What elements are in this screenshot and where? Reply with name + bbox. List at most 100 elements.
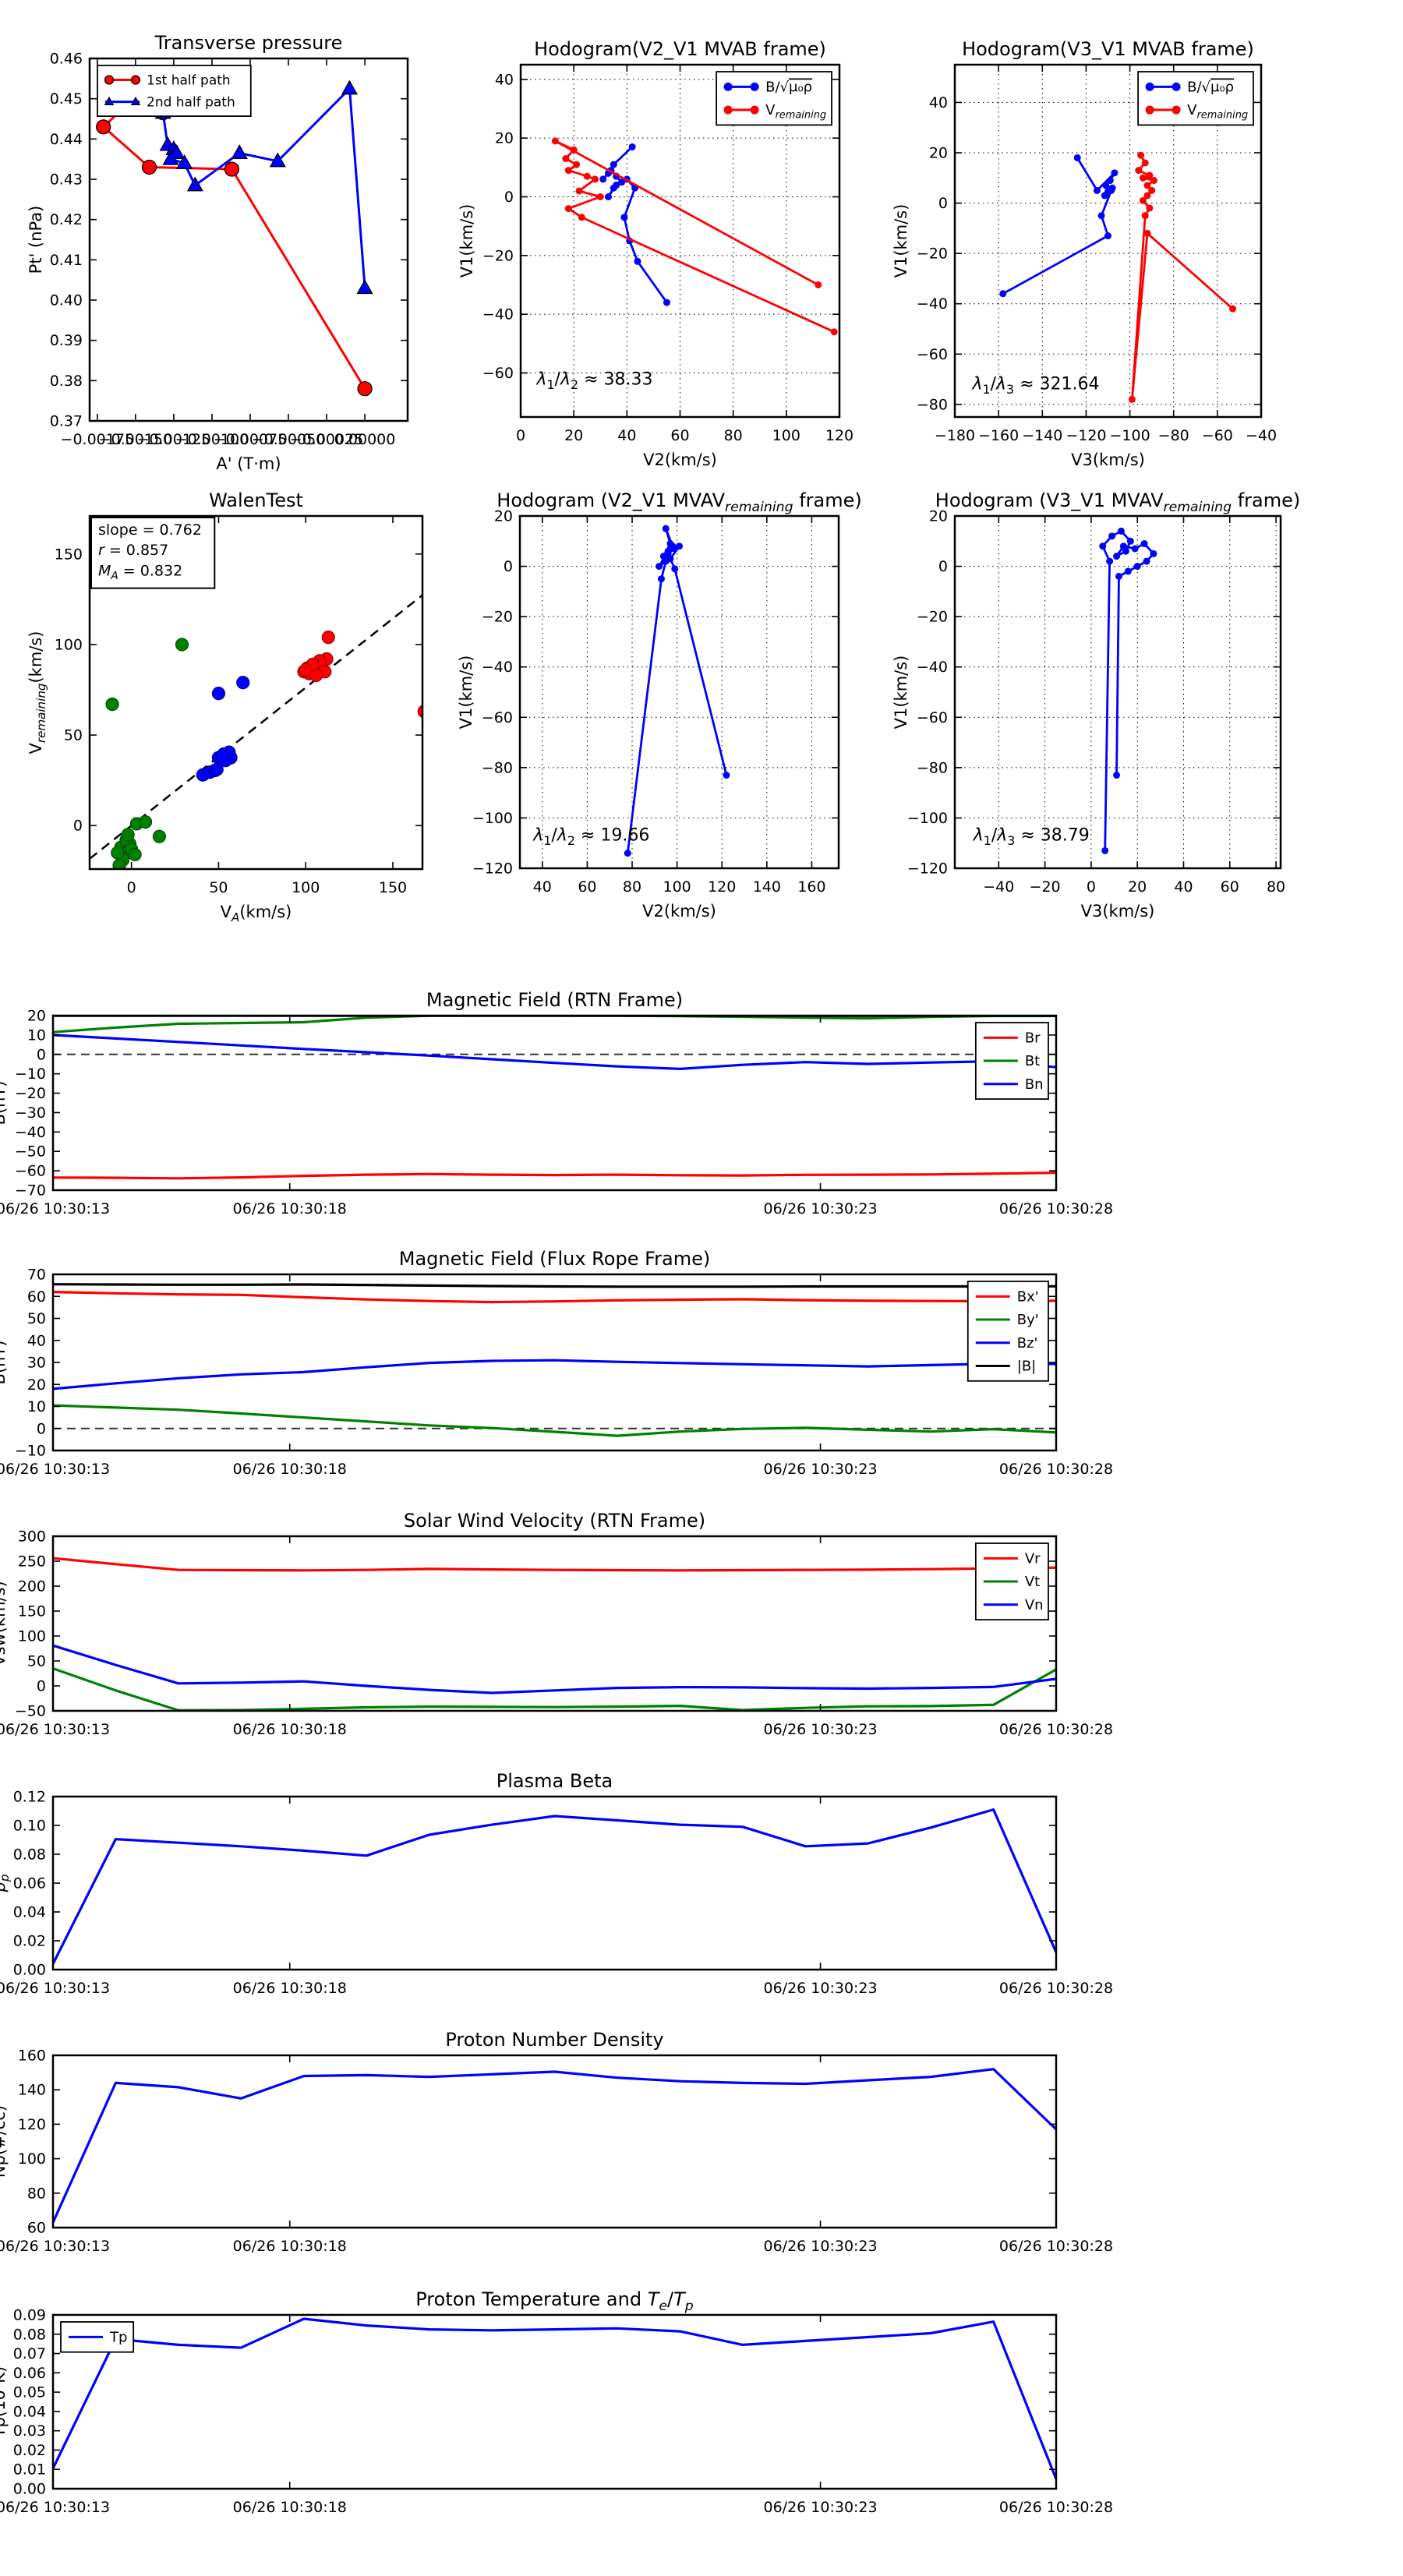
hodogram-v3v1-mvab-ytick-label: 40 xyxy=(929,94,948,111)
proton-temperature-series-tp xyxy=(52,2317,1057,2480)
transverse-pressure-ytick-label: 0.45 xyxy=(50,90,83,108)
hodogram-v3v1-mvab-ytick-label: −20 xyxy=(917,246,948,263)
hodogram-v2v1-mvab-xlabel: V2(km/s) xyxy=(643,451,717,469)
hodogram-v2v1-mvab-annotation: λ1/λ2 ≈ 38.33 xyxy=(535,370,652,392)
hodogram-v2v1-mvav-axes-frame xyxy=(518,514,840,870)
hodogram-v2v1-mvav-ytick-label: −20 xyxy=(482,609,513,626)
magnetic-field-flux-rope-ytick-label: 60 xyxy=(27,1288,46,1306)
hodogram-v2v1-mvav-ytick-label: −60 xyxy=(482,709,513,726)
hodogram-v2v1-mvab-xtick-label: 20 xyxy=(564,427,583,444)
proton-number-density-axes-frame xyxy=(51,2054,1058,2229)
walen-test-xtick-label: 50 xyxy=(209,879,228,896)
magnetic-field-rtn-title: Magnetic Field (RTN Frame) xyxy=(426,989,683,1011)
transverse-pressure-xtick-label: 0.00000 xyxy=(334,431,396,448)
proton-number-density-ylabel: Np(#/cc) xyxy=(0,2105,9,2178)
hodogram-v3v1-mvab-xtick-label: −40 xyxy=(1246,427,1277,444)
transverse-pressure-axes-frame xyxy=(88,57,409,422)
hodogram-v2v1-mvab-xtick-label: 60 xyxy=(670,427,689,444)
magnetic-field-flux-rope-series-by-prime xyxy=(52,1404,1057,1437)
plasma-beta-title: Plasma Beta xyxy=(497,1770,613,1792)
hodogram-v3v1-mvav-ytick-label: 0 xyxy=(938,558,948,575)
hodogram-v2v1-mvav-xtick-label: 80 xyxy=(623,878,641,896)
magnetic-field-rtn-legend-label: Bn xyxy=(1025,1076,1044,1093)
hodogram-v3v1-mvav-ytick-label: 20 xyxy=(929,508,948,525)
hodogram-v2v1-mvab-legend: B/√μ₀ρ Vremaining xyxy=(716,71,832,126)
hodogram-v2v1-mvav-ytick-label: −100 xyxy=(472,810,513,827)
proton-temperature-xtick-label: 06/26 10:30:23 xyxy=(763,2499,877,2516)
hodogram-v3v1-mvab-ytick-label: −60 xyxy=(917,346,948,363)
hodogram-v3v1-mvab-annotation: λ1/λ3 ≈ 321.64 xyxy=(971,374,1099,396)
hodogram-v3v1-mvav-xtick-label: 80 xyxy=(1267,878,1285,896)
magnetic-field-rtn-ytick-label: 20 xyxy=(27,1008,46,1025)
proton-number-density-ytick-label: 60 xyxy=(27,2220,46,2237)
proton-temperature-axes-frame xyxy=(51,2313,1058,2490)
magnetic-field-flux-rope-ytick-label: 10 xyxy=(27,1398,46,1415)
magnetic-field-rtn-ytick-label: −50 xyxy=(15,1143,46,1161)
hodogram-v3v1-mvav-xtick-label: 0 xyxy=(1087,878,1096,896)
walen-test-title: WalenTest xyxy=(209,489,303,511)
hodogram-v2v1-mvab-ytick-label: 20 xyxy=(495,130,514,147)
magnetic-field-flux-rope-series-bz-prime xyxy=(52,1359,1057,1390)
solar-wind-velocity-rtn-ytick-label: 50 xyxy=(27,1653,46,1670)
hodogram-v2v1-mvab-ytick-label: −20 xyxy=(482,247,514,264)
proton-temperature-xtick-label: 06/26 10:30:18 xyxy=(233,2499,347,2516)
magnetic-field-flux-rope-ytick-label: −10 xyxy=(15,1443,46,1460)
proton-number-density-series-np xyxy=(52,2068,1057,2224)
solar-wind-velocity-rtn-ytick-label: 0 xyxy=(37,1678,46,1695)
hodogram-v3v1-mvab-ytick-label: −40 xyxy=(917,295,948,313)
walen-test-stats-line: MA = 0.832 xyxy=(98,562,182,582)
hodogram-v2v1-mvav-xtick-label: 160 xyxy=(797,878,825,896)
magnetic-field-flux-rope-legend-label: Bz' xyxy=(1017,1335,1038,1352)
transverse-pressure-legend: 1st half path 2nd half path xyxy=(97,65,252,117)
transverse-pressure-xtick-label: −0.00025 xyxy=(290,431,364,448)
magnetic-field-rtn-ytick-label: −60 xyxy=(15,1163,46,1180)
hodogram-v3v1-mvav-xtick-label: 20 xyxy=(1128,878,1147,896)
proton-temperature-legend-label: Tp xyxy=(109,2329,127,2345)
proton-temperature-ytick-label: 0.07 xyxy=(13,2345,46,2362)
transverse-pressure-xlabel: A' (T·m) xyxy=(216,454,281,473)
magnetic-field-flux-rope-series-group xyxy=(52,1283,1057,1437)
solar-wind-velocity-rtn-legend-label: Vn xyxy=(1025,1597,1044,1613)
hodogram-v3v1-mvab-xtick-label: −80 xyxy=(1158,427,1189,444)
hodogram-v3v1-mvav-annotation: λ1/λ3 ≈ 38.79 xyxy=(973,825,1090,847)
transverse-pressure-xtick-label: −0.00150 xyxy=(99,431,173,448)
magnetic-field-flux-rope-legend: Bx' By' Bz' |B| xyxy=(967,1281,1049,1382)
proton-temperature-ytick-label: 0.01 xyxy=(13,2461,46,2479)
magnetic-field-flux-rope-legend-label: |B| xyxy=(1017,1359,1036,1375)
solar-wind-velocity-rtn-ylabel: Vsw(km/s) xyxy=(0,1581,9,1666)
magnetic-field-rtn-ytick-label: −20 xyxy=(15,1085,46,1102)
hodogram-v3v1-mvab-xtick-label: −100 xyxy=(1109,427,1150,444)
plasma-beta-ytick-label: 0.08 xyxy=(13,1846,46,1864)
proton-number-density-ytick-label: 140 xyxy=(18,2082,46,2099)
proton-number-density-title: Proton Number Density xyxy=(445,2029,663,2051)
hodogram-v3v1-mvab-ytick-label: 0 xyxy=(938,195,948,212)
walen-test-stats-line: slope = 0.762 xyxy=(98,521,202,539)
plasma-beta-ytick-label: 0.12 xyxy=(13,1789,46,1806)
transverse-pressure-xtick-label: −0.00175 xyxy=(61,431,135,448)
hodogram-v2v1-mvab-ytick-label: 0 xyxy=(504,189,514,206)
walen-test-panel: 0 50 100 150 0 50 100 150 WalenTest VA(km/s) Vrema… xyxy=(27,489,424,924)
magnetic-field-rtn-ytick-label: 0 xyxy=(37,1046,46,1063)
magnetic-field-rtn-ytick-label: −40 xyxy=(15,1124,46,1141)
magnetic-field-rtn-axes-frame xyxy=(51,1014,1058,1192)
hodogram-v2v1-mvav-title: Hodogram (V2_V1 MVAVremaining frame) xyxy=(497,489,861,515)
magnetic-field-rtn-panel: 06/26 10:30:13 06/26 10:30:18 06/26 10:30:… xyxy=(0,989,1113,1217)
walen-test-stats-box: slope = 0.762 r = 0.857 MA = 0.832 xyxy=(90,517,216,589)
solar-wind-velocity-rtn-ytick-label: 200 xyxy=(18,1578,46,1595)
hodogram-v2v1-mvab-ytick-label: −40 xyxy=(482,306,514,323)
hodogram-v2v1-mvab-panel: 0 20 40 60 80 100 120 −60 −40 −20 0 20 40 Hodogram(V2… xyxy=(458,38,853,469)
plasma-beta-ylabel: βp xyxy=(0,1875,12,1893)
hodogram-v2v1-mvab-xtick-label: 40 xyxy=(617,427,636,444)
magnetic-field-flux-rope-panel: 06/26 10:30:13 06/26 10:30:18 06/26 10:30:… xyxy=(0,1248,1113,1478)
magnetic-field-flux-rope-legend-label: Bx' xyxy=(1017,1288,1039,1305)
hodogram-v2v1-mvav-ylabel: V1(km/s) xyxy=(457,655,475,730)
hodogram-v2v1-mvab-ytick-label: −60 xyxy=(482,365,514,382)
magnetic-field-flux-rope-legend-label: By' xyxy=(1017,1312,1039,1328)
walen-test-stats-line: r = 0.857 xyxy=(98,542,168,559)
transverse-pressure-ytick-label: 0.41 xyxy=(50,252,83,269)
proton-number-density-ytick-label: 120 xyxy=(18,2116,46,2133)
hodogram-v3v1-mvav-ytick-label: −80 xyxy=(917,759,948,776)
magnetic-field-rtn-series-br xyxy=(52,1171,1057,1180)
magnetic-field-rtn-ytick-label: −30 xyxy=(15,1104,46,1122)
hodogram-v3v1-mvav-ytick-label: −40 xyxy=(917,659,948,676)
